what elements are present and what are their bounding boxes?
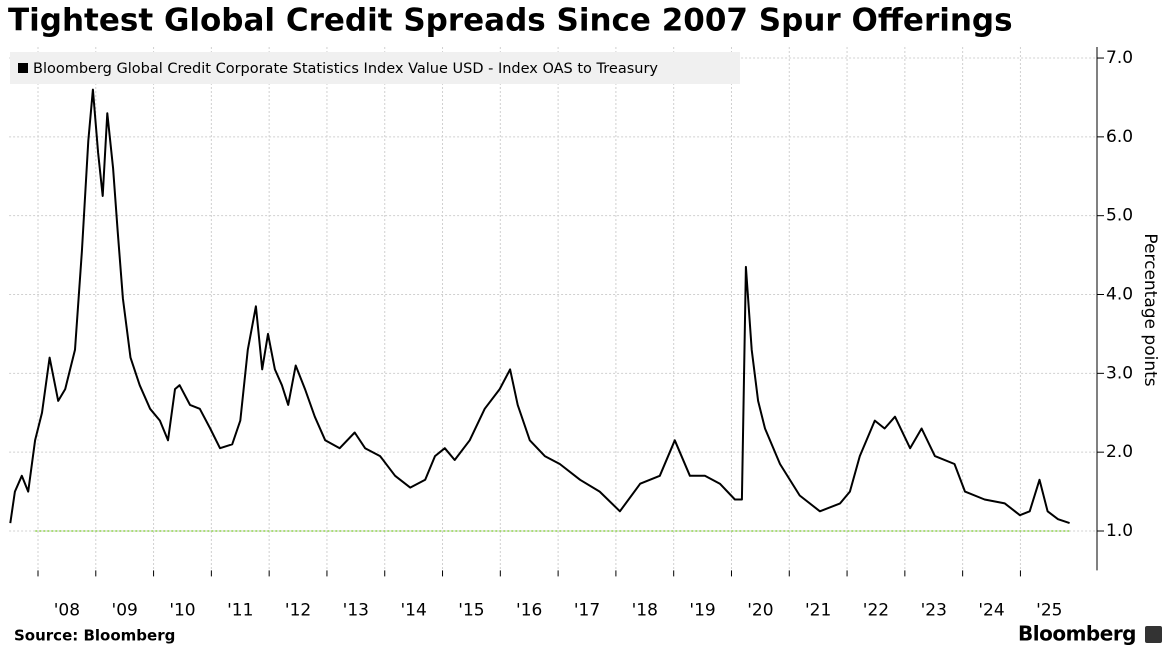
- legend: Bloomberg Global Credit Corporate Statis…: [10, 52, 740, 84]
- y-tick-label: 7.0: [1106, 48, 1133, 68]
- x-tick-label: '20: [747, 600, 773, 620]
- x-tick-label: '21: [805, 600, 831, 620]
- x-tick-label: '11: [227, 600, 253, 620]
- legend-swatch: [18, 63, 28, 73]
- source: Source: Bloomberg: [14, 627, 175, 645]
- legend-label: Bloomberg Global Credit Corporate Statis…: [33, 61, 658, 77]
- legend-box: [10, 52, 740, 84]
- x-tick-label: '10: [169, 600, 195, 620]
- y-tick-label: 2.0: [1106, 442, 1133, 462]
- series-line: [9, 88, 1070, 525]
- x-tick-label: '13: [343, 600, 369, 620]
- x-tick-label: '09: [112, 600, 138, 620]
- x-tick-label: '14: [400, 600, 426, 620]
- y-tick-label: 5.0: [1106, 206, 1133, 226]
- x-tick-label: '19: [689, 600, 715, 620]
- x-tick-label: '08: [54, 600, 80, 620]
- x-tick-label: '17: [574, 600, 600, 620]
- brand: Bloomberg: [1018, 622, 1136, 646]
- x-tick-label: '22: [863, 600, 889, 620]
- y-tick-label: 6.0: [1106, 127, 1133, 147]
- y-tick-label: 3.0: [1106, 363, 1133, 383]
- y-tick-label: 4.0: [1106, 285, 1133, 305]
- y-tick-label: 1.0: [1106, 521, 1133, 541]
- x-tick-label: '12: [285, 600, 311, 620]
- chart-title: Tightest Global Credit Spreads Since 200…: [8, 3, 1013, 39]
- x-tick-label: '25: [1036, 600, 1062, 620]
- x-tick-label: '15: [458, 600, 484, 620]
- brand-icon: [1145, 626, 1162, 643]
- x-tick-label: '16: [516, 600, 542, 620]
- x-tick-label: '18: [632, 600, 658, 620]
- y-axis-label: Percentage points: [1140, 233, 1160, 386]
- x-tick-label: '24: [978, 600, 1004, 620]
- x-tick-label: '23: [921, 600, 947, 620]
